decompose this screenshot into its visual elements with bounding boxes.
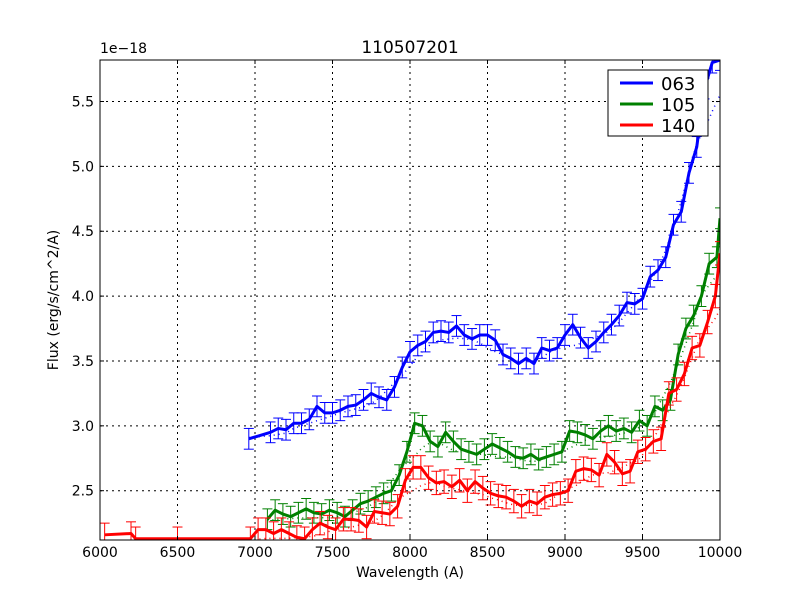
x-tick-label: 6500 [160, 545, 196, 561]
y-offset-text: 1e−18 [100, 41, 147, 57]
plot-area [100, 60, 720, 540]
x-tick-label: 10000 [698, 545, 743, 561]
axis-ticks: 6000 6500 7000 7500 8000 8500 9000 9500 10000 2.5… [72, 60, 743, 561]
y-tick-label: 5.5 [72, 95, 94, 111]
series-105 [262, 207, 720, 531]
y-tick-label: 4.5 [72, 224, 94, 240]
x-tick-label: 9000 [547, 545, 583, 561]
x-tick-label: 8500 [470, 545, 506, 561]
x-tick-label: 6000 [82, 545, 118, 561]
legend-label-063: 063 [661, 74, 695, 95]
series-063 [243, 60, 720, 450]
x-axis-label: Wavelength (A) [356, 565, 464, 581]
x-tick-label: 7500 [315, 545, 351, 561]
y-tick-label: 2.5 [72, 484, 94, 500]
y-axis-label: Flux (erg/s/cm^2/A) [46, 230, 62, 370]
chart-title: 110507201 [361, 38, 458, 58]
y-tick-label: 4.0 [72, 289, 94, 305]
x-tick-label: 9500 [625, 545, 661, 561]
y-tick-label: 3.5 [72, 354, 94, 370]
x-tick-label: 8000 [392, 545, 428, 561]
legend-label-140: 140 [661, 116, 695, 137]
y-tick-label: 5.0 [72, 159, 94, 175]
series-140 [100, 241, 720, 540]
x-tick-label: 7000 [237, 545, 273, 561]
y-tick-label: 3.0 [72, 419, 94, 435]
legend-label-105: 105 [661, 95, 695, 116]
